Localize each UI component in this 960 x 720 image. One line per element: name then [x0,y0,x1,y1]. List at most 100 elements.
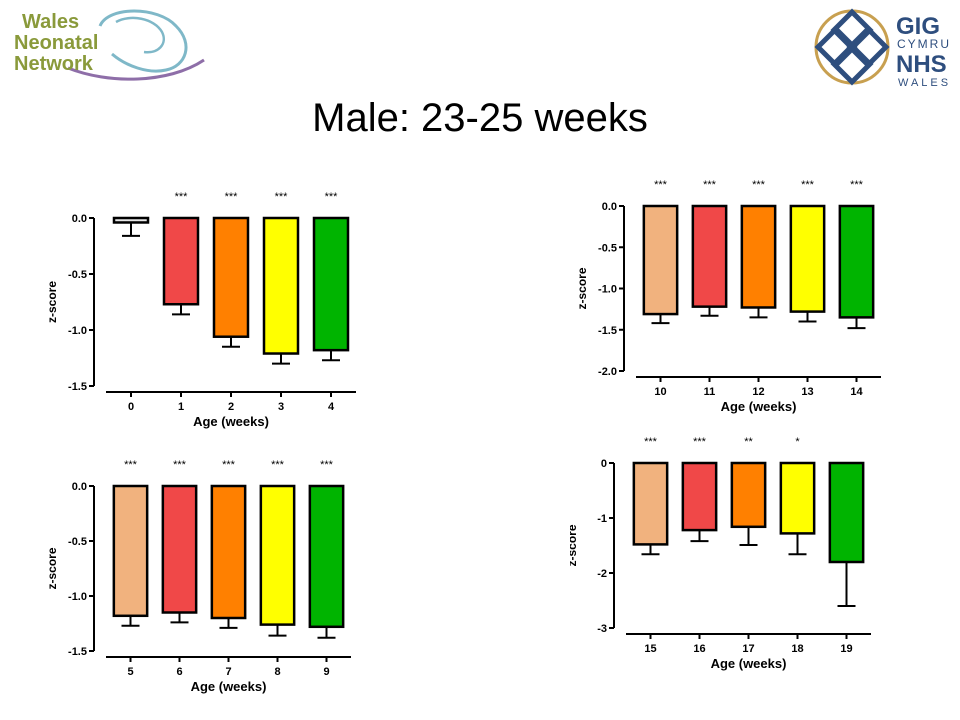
bar [259,484,296,626]
significance-label: *** [275,191,289,203]
y-tick-label: -3 [597,623,607,635]
chart-weeks-5-9: 0.0 -0.5 -1.0 -1.5 z-score 5 *** 6 *** 7 *** 8 *** 9 *… [45,459,351,694]
significance-label: *** [271,459,285,471]
x-tick-label: 11 [704,386,716,398]
x-tick-label: 19 [840,643,852,655]
significance-label: *** [801,179,815,191]
x-tick-label: 6 [176,666,182,678]
x-tick-label: 15 [644,643,656,655]
chart-weeks-15-19: 0 -1 -2 -3 z-score 15 *** 16 *** 17 ** 18 * 19 Age (we… [570,436,871,671]
logo-line-2: Neonatal [14,32,98,54]
x-tick-label: 9 [323,666,329,678]
slide-title: Male: 23-25 weeks [312,96,648,140]
y-tick-label: -1.0 [68,591,87,603]
significance-label: *** [850,179,864,191]
logo-cymru: CYMRU [897,37,951,51]
significance-label: *** [644,436,658,448]
bar [740,204,777,309]
bar [162,216,200,306]
bar [681,461,718,532]
significance-label: *** [752,179,766,191]
bar [789,204,826,313]
significance-label: *** [654,179,668,191]
significance-label: *** [320,459,334,471]
bar [691,204,728,308]
significance-label: ** [744,436,753,448]
bar [262,216,300,355]
bar [838,204,875,319]
y-tick-label: -0.5 [68,536,87,548]
y-tick-label: -1 [597,513,607,525]
significance-label: *** [222,459,236,471]
y-tick-label: -2 [597,568,607,580]
significance-label: *** [175,191,189,203]
significance-label: *** [693,436,707,448]
logo-gig: GIG [896,13,940,40]
bar [642,204,679,316]
y-tick-label: -0.5 [68,269,87,281]
significance-label: *** [225,191,239,203]
significance-label: *** [124,459,138,471]
logo-wales: WALES [898,77,951,89]
bar [828,461,865,564]
x-tick-label: 3 [278,401,284,413]
x-tick-label: 12 [752,386,764,398]
x-tick-label: 13 [801,386,813,398]
significance-label: *** [173,459,187,471]
chart-weeks-0-4: 0.0 -0.5 -1.0 -1.5 z-score 0 1 *** 2 *** 3 *** 4 *** A… [45,191,356,429]
bar [730,461,767,529]
y-tick-label: 0.0 [72,213,87,225]
y-axis-label: z-score [575,267,589,309]
significance-label: *** [325,191,339,203]
y-tick-label: -0.5 [598,242,617,254]
logo-purple-arc [67,58,205,81]
x-tick-label: 0 [128,401,134,413]
bar [312,216,350,352]
y-axis-label: z-score [45,281,59,323]
logo-swirl-inner [115,16,165,54]
bar [161,484,198,614]
significance-label: *** [703,179,717,191]
bar [632,461,669,546]
x-axis-label: Age (weeks) [721,399,797,414]
bar [112,216,150,224]
x-tick-label: 5 [127,666,133,678]
y-tick-label: -1.0 [598,284,617,296]
bar [779,461,816,535]
bar [212,216,250,338]
y-tick-label: -1.5 [68,646,87,658]
logo-line-3: Network [14,53,94,75]
y-tick-label: 0.0 [72,481,87,493]
x-tick-label: 16 [693,643,705,655]
x-axis-label: Age (weeks) [193,414,269,429]
significance-label: * [795,436,800,448]
x-tick-label: 2 [228,401,234,413]
bar [112,484,149,618]
x-tick-label: 18 [791,643,803,655]
chart-weeks-10-14: 0.0 -0.5 -1.0 -1.5 -2.0 z-score 10 *** 11 *** 12 **… [575,179,881,414]
logo-nhs: NHS [896,51,947,78]
x-tick-label: 14 [850,386,863,398]
y-tick-label: -1.5 [68,381,87,393]
y-axis-label: z-score [570,524,579,566]
celtic-knot-icon [814,8,890,86]
x-tick-label: 7 [225,666,231,678]
logo-swirl [98,9,188,73]
y-tick-label: -1.5 [598,325,617,337]
x-axis-label: Age (weeks) [711,656,787,671]
x-tick-label: 10 [654,386,666,398]
y-tick-label: -2.0 [598,366,617,378]
logo-line-1: Wales [22,11,79,33]
bar [308,484,345,629]
nhs-wales-logo: GIG CYMRU NHS WALES [812,4,954,90]
x-tick-label: 1 [178,401,184,413]
x-tick-label: 17 [742,643,754,655]
y-tick-label: 0.0 [602,201,617,213]
y-tick-label: 0 [601,458,607,470]
x-tick-label: 4 [328,401,335,413]
wales-neonatal-network-logo: Wales Neonatal Network [8,4,208,84]
x-tick-label: 8 [274,666,280,678]
y-tick-label: -1.0 [68,325,87,337]
x-axis-label: Age (weeks) [191,679,267,694]
bar [210,484,247,620]
